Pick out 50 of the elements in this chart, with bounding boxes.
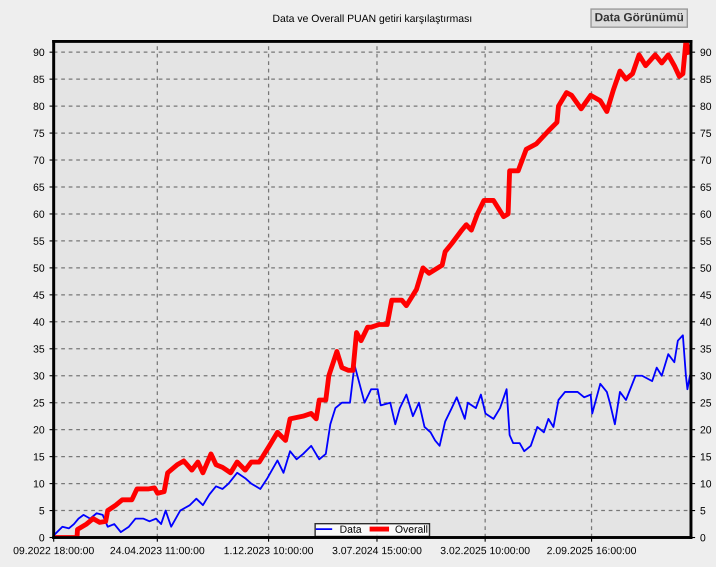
legend-label: Data	[340, 526, 362, 533]
y2-tick-label: 70	[700, 156, 712, 164]
y2-tick-label: 85	[700, 76, 712, 84]
y2-tick-label: 60	[700, 210, 712, 218]
y2-tick-label: 90	[700, 48, 712, 56]
x-tick-label: 24.04.2023 11:00:00	[110, 546, 204, 554]
y-tick-label: 65	[34, 183, 44, 191]
y-tick-label: 55	[34, 238, 44, 245]
y2-tick-label: 50	[700, 264, 712, 272]
y-tick-label: 75	[34, 130, 44, 137]
y2-tick-label: 75	[700, 130, 712, 137]
chart-title: Data ve Overall PUAN getiri karşılaştırması	[273, 14, 472, 24]
y2-tick-label: 45	[700, 291, 712, 299]
x-tick-label: 1.12.2023 10:00:00	[224, 546, 314, 554]
y-tick-label: 50	[34, 264, 44, 272]
y-tick-label: 90	[34, 48, 44, 56]
y2-tick-label: 30	[700, 372, 712, 380]
line-series	[54, 41, 691, 538]
y-tick-label: 15	[34, 453, 44, 461]
y2-tick-label: 55	[700, 238, 712, 245]
y2-tick-label: 25	[700, 399, 712, 407]
y-tick-label: 35	[33, 345, 44, 353]
y2-tick-label: 15	[700, 453, 712, 461]
line-series	[54, 334, 691, 536]
x-tick-label: 3.02.2025 10:00:00	[440, 546, 530, 554]
y2-tick-label: 65	[700, 183, 712, 191]
y2-tick-label: 20	[700, 426, 712, 434]
y2-tick-label: 35	[700, 345, 712, 353]
y2-tick-label: 0	[700, 534, 706, 542]
text: Data Görünümü	[595, 12, 684, 22]
y-tick-label: 60	[34, 210, 44, 218]
y2-tick-label: 40	[700, 318, 712, 326]
y-tick-label: 5	[39, 507, 44, 514]
y-tick-label: 25	[34, 399, 44, 407]
y-tick-label: 85	[34, 76, 44, 84]
legend-label: Overall	[395, 525, 428, 533]
y2-tick-label: 10	[700, 480, 712, 488]
y-tick-label: 70	[34, 156, 44, 164]
y-tick-label: 20	[34, 426, 44, 434]
y-tick-label: 40	[33, 318, 44, 326]
y-tick-label: 80	[34, 102, 44, 110]
y-tick-label: 30	[33, 372, 44, 380]
x-tick-label: 3.07.2024 15:00:00	[332, 546, 422, 554]
y-tick-label: 0	[39, 534, 44, 542]
y2-tick-label: 5	[700, 507, 706, 514]
y2-tick-label: 80	[700, 102, 712, 110]
x-tick-label: 2.09.2025 16:00:00	[547, 546, 636, 554]
y-tick-label: 10	[34, 480, 44, 488]
y-tick-label: 45	[33, 291, 44, 299]
x-tick-label: 09.2022 18:00:00	[14, 546, 94, 554]
